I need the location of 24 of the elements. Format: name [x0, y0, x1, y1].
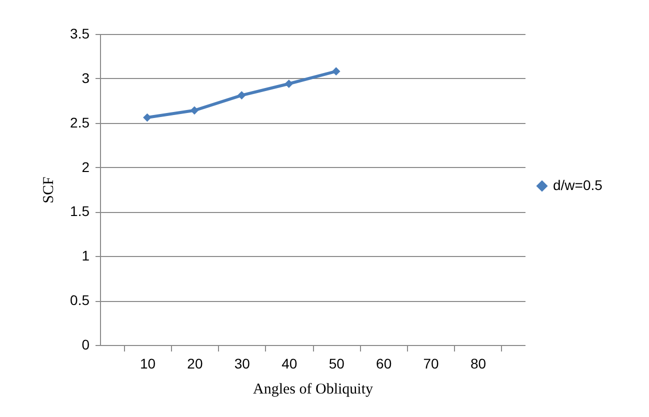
x-tick-label: 60: [376, 356, 392, 372]
y-tick-label: 3.5: [70, 26, 90, 42]
x-tick-label: 80: [470, 356, 486, 372]
x-tick-label: 50: [328, 356, 345, 372]
point: [332, 67, 340, 76]
legend-label: d/w=0.5: [553, 177, 603, 193]
point: [284, 80, 294, 88]
y-tick-label: 0.5: [70, 292, 90, 308]
point: [237, 91, 246, 100]
y-tick-label: 2: [82, 158, 90, 175]
x-tick-label: 30: [234, 356, 250, 372]
x-tick-label: 40: [282, 356, 298, 372]
y-tick-label: 1.5: [70, 203, 90, 220]
y-tick-label: 0: [82, 336, 90, 352]
x-tick-label: 70: [423, 356, 440, 372]
y-tick-label: 2.5: [70, 114, 90, 130]
x-tick-label: 10: [140, 356, 156, 372]
x-tick-label: 20: [187, 356, 203, 372]
y-tick-label: 1: [82, 248, 90, 264]
point: [190, 106, 199, 115]
y-axis-title: SCF: [41, 176, 58, 204]
x-axis-title: Angles of Obliquity: [253, 382, 374, 398]
y-tick-label: 3: [82, 70, 90, 86]
point: [143, 113, 152, 122]
